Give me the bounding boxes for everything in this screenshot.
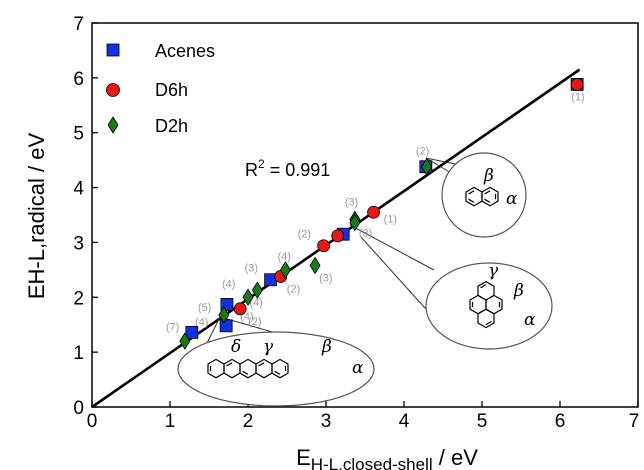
inset-pentacene-gamma: γ xyxy=(263,337,274,357)
point-label: (7) xyxy=(166,321,179,333)
y-tick-label: 6 xyxy=(73,69,84,90)
r2-annotation: R2 = 0.991 xyxy=(245,157,330,180)
legend-label-d6h: D6h xyxy=(155,80,188,100)
inset-pyrene-alpha: α xyxy=(524,310,536,330)
point-label: (3) xyxy=(319,272,332,284)
legend: Acenes D6h D2h xyxy=(107,41,216,136)
y-tick-label: 2 xyxy=(73,288,84,309)
inset-naphthalene-alpha: α xyxy=(506,189,518,209)
point-acenes xyxy=(220,320,232,332)
inset-naphthalene-beta: β xyxy=(483,166,494,186)
legend-marker-d6h xyxy=(107,84,120,97)
y-axis-title: EH-L,radical / eV xyxy=(24,133,49,300)
legend-label-d2h: D2h xyxy=(155,116,188,136)
inset-pentacene-delta: δ xyxy=(231,337,241,357)
y-tick-label: 1 xyxy=(73,343,84,364)
x-tick-label: 0 xyxy=(87,411,98,432)
point-d6h xyxy=(571,78,583,90)
x-tick-label: 3 xyxy=(321,411,332,432)
y-tick-label: 4 xyxy=(73,179,84,200)
inset-pyrene: γ β α xyxy=(426,261,552,349)
legend-marker-d2h xyxy=(108,117,118,133)
inset-pentacene-alpha: α xyxy=(352,358,364,378)
x-tick-label: 7 xyxy=(629,411,640,432)
x-tick-label: 4 xyxy=(399,411,410,432)
x-tick-label: 5 xyxy=(477,411,488,432)
point-label: (3) xyxy=(359,228,372,240)
point-d2h xyxy=(310,257,320,273)
point-label: (2) xyxy=(287,283,300,295)
point-label: (3) xyxy=(345,196,358,208)
y-tick-label: 3 xyxy=(73,233,84,254)
x-tick-label: 6 xyxy=(555,411,566,432)
x-axis-title: EH-L,closed-shell / eV xyxy=(296,445,478,470)
inset-pentacene-beta: β xyxy=(321,337,332,357)
inset-pyrene-gamma: γ xyxy=(488,261,499,281)
point-label: (4) xyxy=(277,251,290,263)
inset-pyrene-beta: β xyxy=(513,281,524,301)
point-d6h xyxy=(318,240,330,252)
x-tick-label: 1 xyxy=(165,411,176,432)
point-label: (2) xyxy=(298,229,311,241)
point-label: (5) xyxy=(198,302,211,314)
inset-pentacene: δ γ β α xyxy=(178,332,374,406)
legend-marker-acenes xyxy=(107,44,119,56)
point-label: (1) xyxy=(384,213,397,225)
point-label: (3) xyxy=(245,263,258,275)
inset-naphthalene: β α xyxy=(442,153,526,237)
y-tick-label: 5 xyxy=(73,124,84,145)
y-tick-label: 7 xyxy=(73,14,84,35)
point-label: (1) xyxy=(571,91,584,103)
x-tick-label: 2 xyxy=(243,411,254,432)
point-label: (2) xyxy=(416,146,429,158)
point-label: (4) xyxy=(222,278,235,290)
point-d6h xyxy=(332,230,344,242)
point-d6h xyxy=(368,206,380,218)
y-tick-label: 0 xyxy=(73,398,84,419)
point-acenes xyxy=(186,326,198,338)
legend-label-acenes: Acenes xyxy=(155,41,215,61)
point-d6h xyxy=(234,303,246,315)
